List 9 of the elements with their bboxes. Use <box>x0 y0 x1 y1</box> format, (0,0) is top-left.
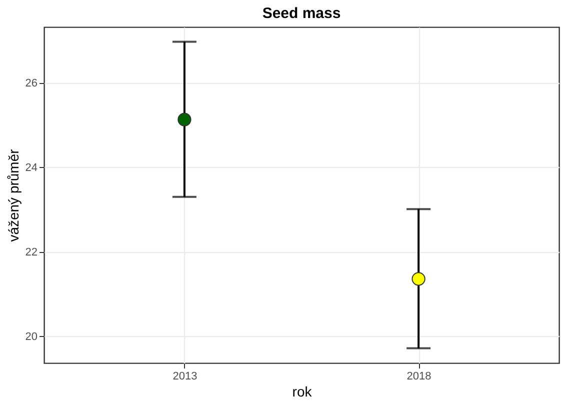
x-tick-label: 2018 <box>406 370 432 382</box>
y-tick-label: 26 <box>25 77 38 90</box>
y-axis-title: vážený průměr <box>5 148 22 242</box>
x-tick-label: 2013 <box>172 370 198 382</box>
y-tick-label: 20 <box>25 330 38 343</box>
y-tick-label: 22 <box>25 246 38 258</box>
y-tick-label: 24 <box>25 162 38 174</box>
chart-title: Seed mass <box>262 5 341 22</box>
x-axis-title: rok <box>292 384 313 400</box>
